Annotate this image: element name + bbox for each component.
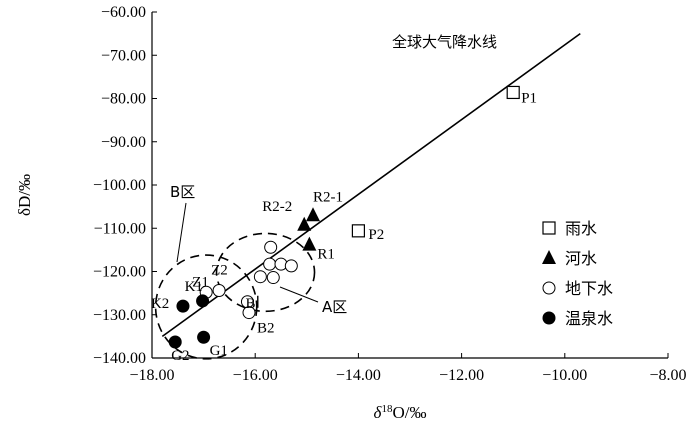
legend-label-2: 地下水 (565, 279, 613, 298)
region-b-label: B区 (170, 183, 195, 201)
x-tick-label: −12.00 (439, 367, 484, 384)
y-tick-label: −70.00 (101, 47, 146, 64)
y-tick-label: −90.00 (101, 134, 146, 151)
gmwl-label: 全球大气降水线 (392, 33, 497, 51)
legend-marker-1 (542, 250, 556, 264)
point-label-b: B (245, 296, 255, 312)
y-tick-label: −60.00 (101, 4, 146, 21)
legend-label-1: 河水 (565, 249, 597, 268)
legend-marker-2 (542, 281, 556, 295)
point-label-r2-1: R2-1 (313, 189, 343, 205)
region-a-label: A区 (322, 298, 347, 316)
x-axis-title-delta: δ (374, 403, 383, 422)
gmwl-line (161, 32, 581, 338)
region-ellipse-1 (154, 254, 258, 360)
point-label-r1: R1 (317, 247, 335, 263)
region-ellipse-0 (215, 232, 316, 313)
point-label-p2: P2 (368, 227, 384, 243)
legend-label-3: 温泉水 (565, 309, 613, 328)
x-axis-title-superscript: 18 (381, 403, 393, 415)
x-axis-title: δ18O/‰ (374, 403, 427, 422)
y-tick-label: −120.00 (93, 264, 146, 281)
y-tick-label: −110.00 (94, 220, 146, 237)
point-label-k2: K2 (151, 296, 169, 312)
point-filled-circle-0 (196, 294, 210, 308)
x-axis-title-rest: O/‰ (392, 403, 426, 422)
point-label-z2: Z2 (211, 263, 228, 279)
y-tick-label: −100.00 (93, 177, 146, 194)
point-label-p1: P1 (521, 90, 537, 106)
x-tick-label: −14.00 (336, 367, 381, 384)
point-open-square-1 (351, 224, 365, 238)
regions-group: A区 B区 (154, 183, 347, 360)
x-tick-label: −10.00 (542, 367, 587, 384)
point-label-k1: K1 (185, 279, 203, 295)
y-tick-label: −130.00 (93, 307, 146, 324)
point-open-circle-1 (263, 257, 277, 271)
gmwl-group: 全球大气降水线 (161, 32, 581, 338)
legend-marker-0 (542, 221, 556, 235)
point-filled-triangle-1 (297, 216, 312, 231)
point-filled-triangle-2 (302, 236, 317, 251)
axes-group: −60.00 −70.00 −80.00 −90.00 −100.00 −110.00 −1… (15, 4, 687, 422)
y-tick-label: −80.00 (101, 91, 146, 108)
region-b-leader (176, 202, 187, 263)
point-open-square-0 (506, 85, 520, 100)
legend-marker-3 (542, 311, 556, 325)
legend-label-0: 雨水 (565, 219, 597, 238)
points-group (168, 85, 520, 349)
point-label-r2-2: R2-2 (262, 199, 292, 215)
point-filled-circle-1 (176, 299, 190, 313)
point-filled-triangle-0 (305, 207, 320, 222)
point-open-circle-5 (266, 271, 280, 285)
x-tick-label: −8.00 (649, 367, 686, 384)
point-label-z1: Z1 (192, 274, 209, 290)
point-open-circle-0 (264, 240, 278, 254)
x-tick-label: −16.00 (233, 367, 278, 384)
point-open-circle-7 (242, 306, 256, 320)
point-label-g2: G2 (171, 348, 189, 364)
region-a-leader (279, 286, 319, 303)
point-open-circle-9 (212, 284, 226, 298)
point-open-circle-4 (253, 270, 267, 284)
point-label-g1: G1 (210, 343, 228, 359)
point-filled-circle-2 (197, 330, 211, 344)
y-tick-label: −140.00 (93, 350, 146, 367)
x-tick-label: −18.00 (129, 367, 174, 384)
point-open-circle-3 (284, 259, 298, 273)
y-axis-title: δD/‰ (15, 174, 34, 216)
point-label-b2: B2 (257, 321, 275, 337)
point-filled-circle-3 (168, 335, 182, 349)
